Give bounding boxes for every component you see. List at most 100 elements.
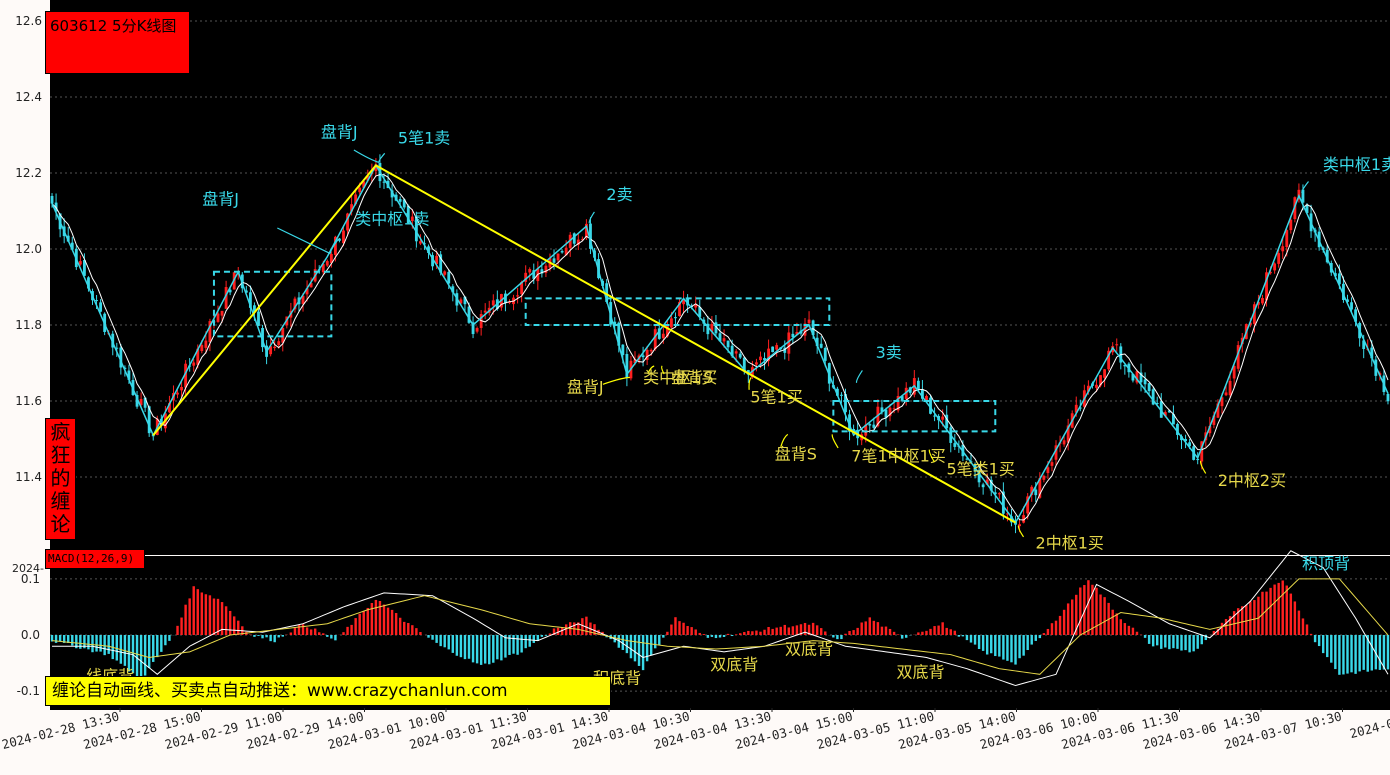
- candle-body: [350, 204, 354, 212]
- candle-body: [1301, 189, 1305, 203]
- macd-bar: [985, 635, 989, 655]
- macd-bar: [532, 635, 535, 643]
- macd-bar: [840, 635, 843, 640]
- macd-bar: [824, 631, 827, 635]
- macd-bar: [917, 632, 920, 635]
- candle-body: [139, 399, 143, 406]
- candle-body: [1208, 426, 1212, 434]
- candle-body: [1196, 458, 1200, 461]
- macd-bar: [156, 635, 159, 658]
- macd-bar: [257, 635, 260, 636]
- macd-bar: [1236, 608, 1240, 635]
- macd-bar: [176, 625, 179, 635]
- macd-bar: [160, 635, 163, 652]
- candle-body: [1018, 524, 1021, 527]
- candle-body: [354, 194, 358, 205]
- x-tick-label: 2024-03-07: [1348, 708, 1390, 741]
- macd-bar: [629, 635, 633, 659]
- macd-bar: [767, 627, 770, 635]
- candle-body: [783, 347, 787, 353]
- candle-body: [147, 406, 151, 434]
- macd-bar: [398, 617, 402, 635]
- candle-body: [726, 340, 730, 348]
- macd-bar: [475, 635, 479, 664]
- macd-bar: [686, 626, 689, 635]
- annotation-label: 盘背J: [202, 190, 239, 209]
- macd-bar: [1257, 596, 1260, 635]
- macd-bar: [1192, 635, 1195, 652]
- macd-bar: [625, 635, 629, 654]
- macd-bar: [75, 635, 78, 649]
- macd-bar: [698, 632, 701, 635]
- candle-body: [95, 300, 98, 302]
- annotation-arrow: [1199, 460, 1207, 474]
- candle-body: [989, 479, 993, 491]
- candle-body: [645, 349, 649, 360]
- macd-bar: [152, 635, 155, 662]
- candle-body: [617, 322, 621, 346]
- macd-bar: [143, 635, 147, 676]
- macd-bar: [552, 628, 556, 635]
- y-tick-label: 11.8: [15, 318, 42, 332]
- candle-body: [273, 346, 277, 349]
- candle-body: [176, 392, 179, 395]
- macd-bar: [204, 594, 208, 635]
- macd-bar: [670, 624, 673, 635]
- candle-body: [1252, 304, 1256, 324]
- annotation-label: 7笔1中枢1买: [851, 446, 946, 465]
- macd-bar: [710, 635, 714, 637]
- macd-bar: [836, 635, 839, 640]
- macd-bar: [358, 613, 361, 635]
- candle-body: [1099, 375, 1102, 386]
- macd-bar: [1172, 635, 1175, 649]
- y-tick-label: 11.6: [15, 394, 42, 408]
- annotation-arrow: [602, 376, 630, 385]
- macd-bar: [1087, 580, 1090, 635]
- macd-bar: [87, 635, 90, 650]
- candle-body: [1228, 380, 1232, 396]
- candle-body: [1074, 404, 1078, 413]
- macd-bar: [844, 633, 847, 635]
- candle-body: [1054, 445, 1058, 460]
- macd-bar: [1196, 635, 1199, 649]
- macd-bar: [439, 635, 442, 647]
- macd-bar: [1224, 619, 1228, 635]
- macd-bar: [99, 635, 102, 652]
- macd-bar: [726, 633, 730, 635]
- annotation-arrow: [780, 433, 789, 447]
- candle-body: [1370, 347, 1374, 359]
- macd-bar: [1378, 635, 1382, 670]
- candle-body: [216, 313, 220, 322]
- candle-body: [508, 302, 511, 304]
- macd-bar: [508, 635, 511, 655]
- macd-bar: [678, 621, 681, 635]
- macd-bar: [714, 635, 718, 639]
- candle-body: [1001, 491, 1005, 514]
- macd-bar: [957, 635, 961, 637]
- candle-body: [1151, 389, 1155, 405]
- macd-bar: [1204, 635, 1208, 641]
- annotation-label: 2中枢1买: [1036, 534, 1104, 553]
- candle-body: [135, 395, 139, 407]
- macd-bar: [253, 635, 256, 637]
- macd-bar: [208, 595, 212, 635]
- macd-bar: [755, 630, 758, 635]
- candle-body: [301, 295, 305, 304]
- macd-bar: [1350, 635, 1353, 673]
- macd-bar: [941, 622, 944, 635]
- macd-bar: [1386, 635, 1390, 670]
- macd-bar: [1249, 601, 1252, 635]
- candle-body: [333, 236, 337, 255]
- candle-body: [196, 348, 200, 365]
- macd-bar: [427, 635, 430, 638]
- macd-bar: [435, 635, 438, 643]
- candle-body: [257, 311, 260, 326]
- candle-body: [771, 346, 775, 353]
- annotation-label: 5笔1卖: [398, 128, 450, 147]
- candle-body: [248, 292, 252, 308]
- macd-bar: [892, 631, 896, 635]
- candle-body: [115, 347, 119, 349]
- candle-body: [431, 255, 434, 267]
- candle-body: [750, 367, 754, 378]
- macd-bar: [1289, 593, 1293, 635]
